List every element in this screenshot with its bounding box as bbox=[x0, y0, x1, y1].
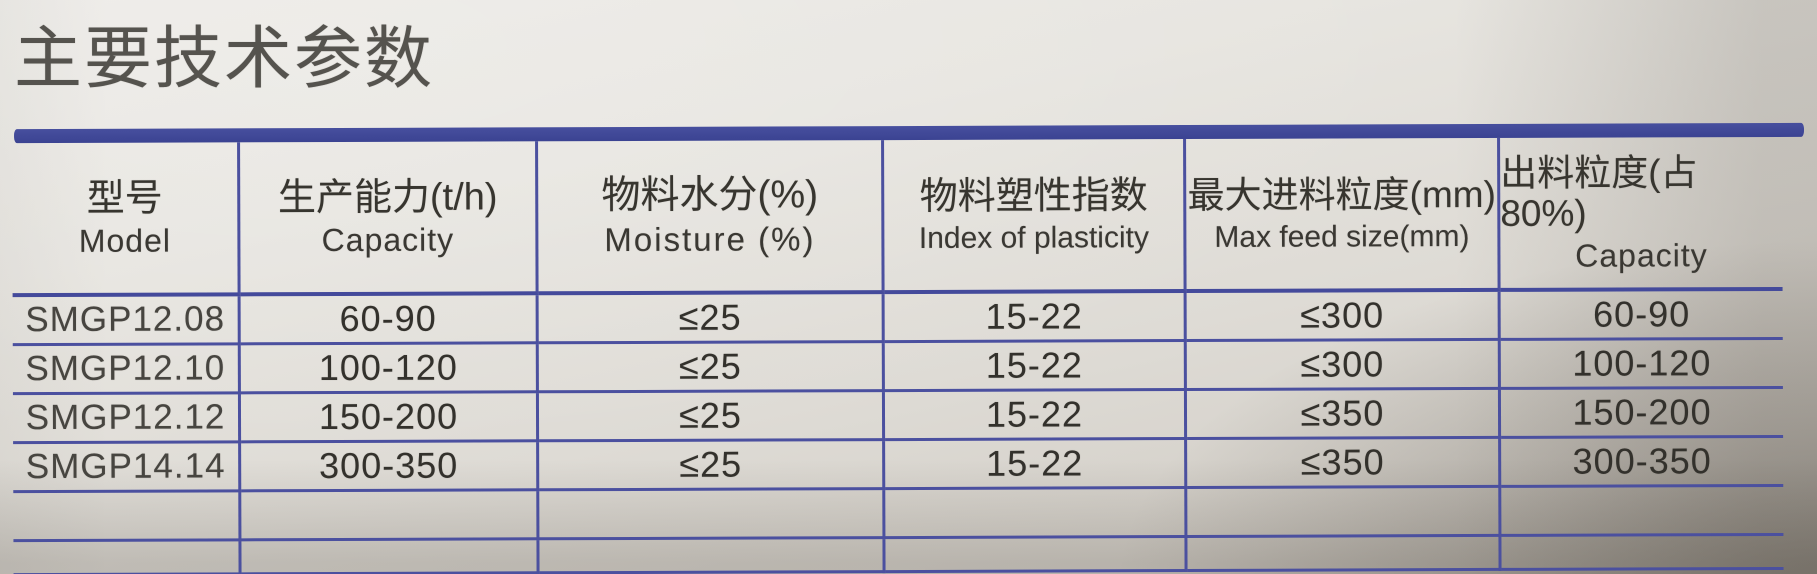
table-row bbox=[13, 486, 1784, 543]
value-cell: ≤25 bbox=[538, 343, 885, 394]
header-label-en: Capacity bbox=[1575, 237, 1708, 274]
value-cell: ≤25 bbox=[538, 392, 886, 443]
header-cell-2: 生产能力(t/h) Capacity bbox=[240, 141, 539, 297]
table-row bbox=[13, 535, 1784, 574]
value-cell: ≤300 bbox=[1186, 340, 1501, 392]
value-cell: ≤350 bbox=[1187, 438, 1502, 490]
table-row: SMGP12.10 100-120 ≤25 15-22 ≤300 100-120 bbox=[12, 339, 1783, 396]
header-label-zh: 物料塑性指数 bbox=[919, 174, 1148, 218]
value-cell bbox=[885, 538, 1188, 574]
value-cell bbox=[539, 490, 886, 541]
value-cell: 150-200 bbox=[240, 393, 540, 444]
model-cell: SMGP12.10 bbox=[12, 345, 241, 396]
value-cell: 15-22 bbox=[884, 391, 1188, 442]
header-label-zh: 最大进料粒度(mm) bbox=[1187, 174, 1496, 217]
table-row: SMGP12.08 60-90 ≤25 15-22 ≤300 60-90 bbox=[12, 290, 1783, 347]
value-cell: 300-350 bbox=[1501, 437, 1784, 488]
value-cell: ≤25 bbox=[539, 441, 886, 492]
table-header-row: 型号 Model 生产能力(t/h) Capacity 物料水分(%) Moisture … bbox=[12, 136, 1783, 298]
header-label-zh: 型号 bbox=[86, 177, 163, 220]
header-cell-1: 型号 Model bbox=[12, 142, 241, 298]
header-label-en: Capacity bbox=[321, 221, 455, 259]
value-cell bbox=[539, 539, 886, 574]
value-cell: ≤350 bbox=[1186, 389, 1502, 441]
value-cell: 100-120 bbox=[240, 344, 539, 395]
value-cell: 150-200 bbox=[1500, 388, 1784, 439]
header-label-en: Max feed size(mm) bbox=[1214, 219, 1470, 254]
value-cell bbox=[1187, 487, 1502, 539]
header-cell-4: 物料塑性指数 Index of plasticity bbox=[884, 139, 1187, 295]
spec-table: 型号 Model 生产能力(t/h) Capacity 物料水分(%) Moisture … bbox=[12, 122, 1806, 574]
value-cell: ≤25 bbox=[538, 294, 885, 345]
value-cell bbox=[1501, 486, 1784, 537]
value-cell bbox=[885, 489, 1188, 540]
header-label-en: Moisture (%) bbox=[604, 220, 816, 259]
header-label-zh: 生产能力(t/h) bbox=[277, 175, 498, 219]
value-cell bbox=[241, 491, 540, 542]
model-cell: SMGP12.12 bbox=[12, 394, 242, 445]
header-label-zh: 物料水分(%) bbox=[601, 173, 819, 218]
value-cell: 15-22 bbox=[884, 293, 1187, 344]
value-cell: 60-90 bbox=[1500, 290, 1783, 341]
header-cell-6: 出料粒度(占80%) Capacity bbox=[1500, 136, 1783, 292]
header-cell-5: 最大进料粒度(mm) Max feed size(mm) bbox=[1186, 137, 1501, 294]
value-cell bbox=[1501, 535, 1784, 571]
model-cell: SMGP12.08 bbox=[12, 296, 241, 347]
page-title: 主要技术参数 bbox=[14, 21, 435, 97]
value-cell bbox=[241, 540, 540, 574]
header-label-en: Model bbox=[78, 222, 172, 260]
value-cell: 60-90 bbox=[240, 295, 539, 346]
table-row: SMGP14.14 300-350 ≤25 15-22 ≤350 300-350 bbox=[13, 437, 1784, 494]
value-cell bbox=[1187, 536, 1502, 573]
value-cell: 15-22 bbox=[884, 342, 1187, 393]
table-body: SMGP12.08 60-90 ≤25 15-22 ≤300 60-90 SMGP12.10… bbox=[12, 290, 1784, 574]
model-cell bbox=[13, 492, 242, 543]
value-cell: 300-350 bbox=[241, 442, 540, 493]
spec-table-grid: 型号 Model 生产能力(t/h) Capacity 物料水分(%) Moisture … bbox=[12, 136, 1784, 574]
table-row: SMGP12.12 150-200 ≤25 15-22 ≤350 150-200 bbox=[12, 388, 1784, 445]
header-cell-3: 物料水分(%) Moisture (%) bbox=[538, 140, 885, 296]
header-label-zh: 出料粒度(占80%) bbox=[1500, 151, 1698, 235]
model-cell: SMGP14.14 bbox=[13, 443, 242, 494]
model-cell bbox=[13, 541, 242, 574]
value-cell: 15-22 bbox=[885, 440, 1188, 491]
header-label-en: Index of plasticity bbox=[918, 221, 1150, 256]
value-cell: ≤300 bbox=[1186, 291, 1501, 343]
value-cell: 100-120 bbox=[1500, 339, 1783, 390]
